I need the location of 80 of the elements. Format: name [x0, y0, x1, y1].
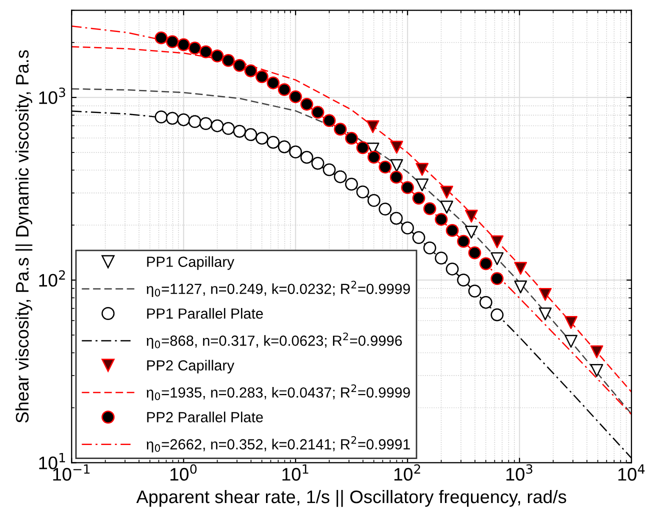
point: [266, 136, 280, 149]
point: [479, 257, 492, 270]
y-axis-title: Shear viscosity, Pa.s || Dynamic viscosity, Pa.s: [15, 50, 32, 423]
point: [490, 308, 504, 322]
point: [334, 122, 347, 136]
point: [412, 192, 426, 205]
point: [345, 132, 358, 145]
point: [457, 274, 470, 287]
point: [345, 178, 358, 191]
legend-label: PP1 Capillary: [147, 256, 234, 270]
point: [210, 119, 224, 132]
legend-label: η$_{0}$=868, n=0.317, k=0.0623; R$^{2}$=0.9996: [146, 332, 402, 349]
point: [423, 202, 436, 216]
point: [210, 49, 224, 62]
point: [278, 140, 291, 154]
x-tick-label: 10$^{3}$: [506, 464, 532, 481]
point: [401, 181, 414, 194]
point: [300, 98, 314, 111]
point: [334, 170, 347, 184]
point: [446, 224, 459, 237]
point: [311, 156, 324, 170]
point: [199, 117, 212, 130]
point: [154, 31, 168, 44]
point: [244, 128, 258, 142]
point: [177, 113, 190, 126]
point: [188, 115, 202, 128]
point: [278, 83, 291, 96]
legend-label: η$_{0}$=1935, n=0.283, k=0.0437; R$^{2}$=0.9999: [146, 384, 410, 401]
point: [457, 234, 470, 248]
point: [367, 150, 380, 164]
y-tick-label: 10$^{1}$: [39, 453, 65, 470]
point: [322, 163, 336, 176]
point: [199, 45, 212, 58]
point: [423, 242, 436, 254]
point: [378, 202, 392, 216]
point: [289, 90, 302, 104]
point: [390, 170, 403, 184]
x-axis-title: Apparent shear rate, 1/s || Oscillatory frequency, rad/s: [136, 490, 566, 507]
y-tick-label: 10$^{2}$: [39, 270, 65, 287]
point: [222, 54, 235, 67]
legend-label: PP1 Parallel Plate: [147, 308, 263, 319]
point: [311, 106, 324, 119]
x-tick-label: 10$^{4}$: [618, 464, 645, 481]
legend-label: PP2 Parallel Plate: [147, 412, 263, 422]
point: [390, 212, 403, 225]
point: [233, 124, 246, 138]
point: [378, 160, 392, 174]
point: [222, 122, 235, 135]
point: [166, 112, 179, 125]
point: [434, 212, 448, 226]
point: [468, 284, 482, 298]
point: [256, 132, 268, 145]
point: [300, 150, 314, 164]
point: [322, 114, 336, 128]
point: [166, 35, 179, 48]
point: [490, 272, 504, 285]
point: [401, 222, 414, 234]
point: [356, 185, 370, 198]
legend-label: η$_{0}$=1127, n=0.249, k=0.0232; R$^{2}$=0.9999: [146, 280, 410, 297]
point: [367, 194, 380, 207]
point: [233, 58, 246, 72]
point: [289, 146, 302, 158]
x-tick-label: 10$^{1}$: [282, 464, 308, 481]
point: [256, 70, 268, 84]
legend-label: PP2 Capillary: [147, 360, 234, 374]
point: [266, 76, 280, 90]
point: [177, 38, 190, 52]
legend-label: η$_{0}$=2662, n=0.352, k=0.2141; R$^{2}$=0.9991: [146, 436, 410, 452]
x-tick-label: 10$^{0}$: [170, 464, 197, 481]
y-tick-label: 10$^{3}$: [39, 88, 66, 104]
point: [468, 246, 482, 260]
point: [434, 252, 448, 265]
point: [479, 296, 492, 309]
point: [188, 42, 202, 54]
point: [412, 231, 426, 244]
point: [446, 262, 459, 276]
point: [154, 110, 168, 124]
point: [244, 64, 258, 78]
x-tick-label: 10$^{2}$: [394, 464, 420, 481]
point: [356, 141, 370, 154]
